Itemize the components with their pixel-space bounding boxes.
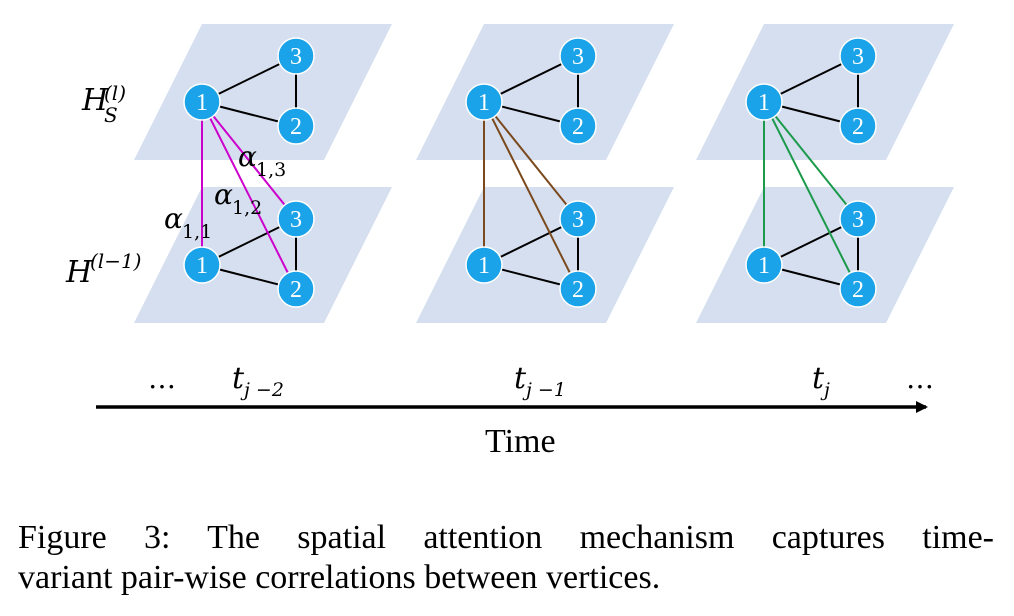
node-2: 2 [559,107,597,145]
node-label: 2 [852,114,864,140]
node-label: 2 [572,277,584,303]
svg-text:1,1: 1,1 [182,221,212,243]
figure-caption: Figure 3: The spatial attention mechanis… [18,518,994,598]
node-label: 1 [196,90,208,116]
node-1: 1 [465,83,503,121]
bottom-layer-plane [416,187,674,323]
top-layer-plane [416,24,674,160]
node-1: 1 [745,83,783,121]
time-panel-2: 1 2 3 1 2 3 [696,24,954,323]
node-3: 3 [559,200,597,238]
node-3: 3 [277,200,315,238]
attention-diagram: 1 2 3 1 2 3 1 2 3 1 2 3 1 2 3 1 2 3 H S (l) H (l−1) α 1,3… [65,24,954,460]
bottom-layer-plane [134,187,392,323]
top-layer-label: H [81,83,109,118]
time-label: Time [485,423,556,460]
svg-text:j −1: j −1 [522,379,566,401]
node-label: 3 [572,207,584,233]
svg-text:t: t [514,361,527,396]
node-2: 2 [559,270,597,308]
node-2: 2 [839,107,877,145]
node-1: 1 [465,246,503,284]
svg-text:α: α [238,140,257,173]
top-layer-plane [134,24,392,160]
time-step-label-1: t j −1 [514,361,566,401]
node-label: 1 [758,253,770,279]
node-label: 2 [572,114,584,140]
attention-edge-1-2 [483,101,579,290]
attention-edge-1-3 [763,101,859,220]
node-label: 3 [290,207,302,233]
attention-edge-1-2 [201,101,297,290]
node-label: 3 [852,44,864,70]
ellipsis-right: … [906,362,934,395]
svg-text:t: t [232,361,245,396]
top-layer-plane [696,24,954,160]
node-label: 1 [758,90,770,116]
node-3: 3 [559,37,597,75]
node-label: 2 [290,277,302,303]
node-3: 3 [839,200,877,238]
bottom-layer-sup: (l−1) [90,249,141,273]
caption-line-1: Figure 3: The spatial attention mechanis… [18,519,994,556]
node-label: 3 [290,44,302,70]
caption-line-2: variant pair-wise correlations between v… [18,559,661,596]
node-label: 3 [852,207,864,233]
node-label: 2 [290,114,302,140]
svg-text:j −2: j −2 [240,379,284,401]
svg-text:α: α [164,202,183,235]
attention-label-1-1: α 1,1 [164,202,212,243]
node-3: 3 [277,37,315,75]
bottom-layer-label: H [65,255,93,290]
attention-edge-1-3 [201,101,297,220]
node-label: 1 [478,90,490,116]
attention-label-1-2: α 1,2 [214,178,262,219]
node-2: 2 [277,107,315,145]
node-label: 3 [572,44,584,70]
svg-text:α: α [214,178,233,211]
attention-label-1-3: α 1,3 [238,140,286,181]
bottom-layer-plane [696,187,954,323]
time-panel-0: 1 2 3 1 2 3 [134,24,392,323]
node-1: 1 [183,246,221,284]
ellipsis-left: … [148,362,176,395]
node-1: 1 [745,246,783,284]
node-2: 2 [839,270,877,308]
attention-edge-1-2 [763,101,859,290]
top-layer-sub: S [104,103,118,127]
time-step-label-0: t j −2 [232,361,284,401]
node-label: 2 [852,277,864,303]
top-layer-sup: (l) [104,81,126,105]
time-step-label-2: t j [812,361,830,401]
node-1: 1 [183,83,221,121]
node-label: 1 [196,253,208,279]
node-2: 2 [277,270,315,308]
attention-edge-1-3 [483,101,579,220]
svg-text:t: t [812,361,825,396]
svg-text:1,2: 1,2 [232,197,262,219]
svg-text:j: j [820,379,830,401]
node-3: 3 [839,37,877,75]
svg-text:1,3: 1,3 [256,159,286,181]
time-panel-1: 1 2 3 1 2 3 [416,24,674,323]
node-label: 1 [478,253,490,279]
